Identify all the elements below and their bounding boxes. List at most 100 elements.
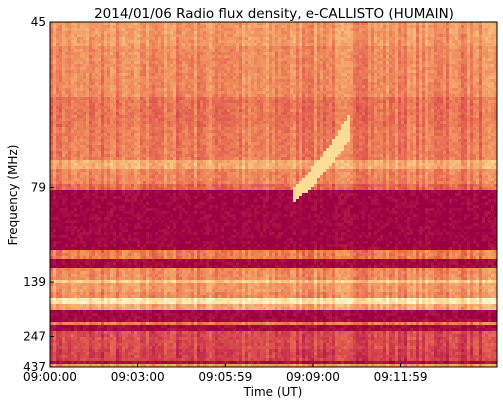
- spectrogram-row: [50, 286, 497, 289]
- spectrogram-row: [50, 364, 497, 367]
- spectrogram-row: [50, 307, 497, 310]
- spectrogram-row: [50, 355, 497, 358]
- spectrogram-row: [50, 166, 497, 169]
- spectrogram-row: [50, 310, 497, 313]
- spectrogram-row: [50, 241, 497, 244]
- spectrogram-row: [50, 82, 497, 85]
- spectrogram-row: [50, 331, 497, 334]
- spectrogram-row: [50, 136, 497, 139]
- spectrogram-row: [50, 352, 497, 355]
- spectrogram-row: [50, 40, 497, 43]
- spectrogram-row: [50, 202, 497, 205]
- spectrogram-row: [50, 244, 497, 247]
- spectrogram-row: [50, 319, 497, 322]
- spectrogram-row: [50, 139, 497, 142]
- spectrogram-row: [50, 79, 497, 82]
- spectrogram-row: [50, 58, 497, 61]
- spectrogram-row: [50, 148, 497, 151]
- spectrogram-row: [50, 349, 497, 352]
- spectrogram-row: [50, 22, 497, 25]
- spectrogram-row: [50, 232, 497, 235]
- spectrogram-row: [50, 205, 497, 208]
- spectrogram-row: [50, 109, 497, 112]
- spectrogram-row: [50, 163, 497, 166]
- spectrogram-row: [50, 223, 497, 226]
- x-axis-label: Time (UT): [243, 385, 303, 399]
- spectrogram-row: [50, 52, 497, 55]
- x-tick-label: 09:03:00: [111, 370, 165, 384]
- x-tick-label: 09:11:59: [374, 370, 428, 384]
- spectrogram-row: [50, 157, 497, 160]
- spectrogram-row: [50, 262, 497, 265]
- spectrogram-row: [50, 91, 497, 94]
- spectrogram-row: [50, 193, 497, 196]
- spectrogram-row: [50, 208, 497, 211]
- spectrogram-row: [50, 160, 497, 163]
- spectrogram-row: [50, 175, 497, 178]
- spectrogram-row: [50, 55, 497, 58]
- chart-title: 2014/01/06 Radio flux density, e-CALLIST…: [94, 6, 454, 22]
- spectrogram-row: [50, 265, 497, 268]
- y-tick-label: 437: [23, 360, 46, 374]
- spectrogram-row: [50, 46, 497, 49]
- spectrogram-row: [50, 142, 497, 145]
- spectrogram-row: [50, 277, 497, 280]
- spectrogram-row: [50, 268, 497, 271]
- x-tick-label: 09:09:00: [286, 370, 340, 384]
- spectrogram-row: [50, 31, 497, 34]
- spectrogram-row: [50, 199, 497, 202]
- y-tick-label: 247: [23, 330, 46, 344]
- spectrogram-row: [50, 217, 497, 220]
- spectrogram-row: [50, 97, 497, 100]
- spectrogram-row: [50, 28, 497, 31]
- spectrogram-row: [50, 133, 497, 136]
- spectrogram-row: [50, 340, 497, 343]
- spectrogram-row: [50, 127, 497, 130]
- spectrogram-row: [50, 235, 497, 238]
- spectrogram-row: [50, 124, 497, 127]
- spectrogram-row: [50, 34, 497, 37]
- spectrogram-row: [50, 334, 497, 337]
- spectrogram-row: [50, 280, 497, 283]
- spectrogram-row: [50, 100, 497, 103]
- spectrogram-row: [50, 130, 497, 133]
- spectrogram-row: [50, 190, 497, 193]
- spectrogram-row: [50, 49, 497, 52]
- spectrogram-row: [50, 256, 497, 259]
- spectrogram-row: [50, 313, 497, 316]
- spectrogram-row: [50, 295, 497, 298]
- spectrogram-row: [50, 88, 497, 91]
- spectrogram-row: [50, 67, 497, 70]
- spectrogram-row: [50, 346, 497, 349]
- spectrogram-row: [50, 322, 497, 325]
- axes: 09:00:00 09:03:00 09:05:59 09:09:00 09:11:59…: [23, 15, 498, 384]
- spectrogram-row: [50, 121, 497, 124]
- spectrogram-row: [50, 229, 497, 232]
- spectrogram-row: [50, 64, 497, 67]
- spectrogram-row: [50, 43, 497, 46]
- spectrogram-row: [50, 106, 497, 109]
- spectrogram-row: [50, 61, 497, 64]
- spectrogram-row: [50, 196, 497, 199]
- spectrogram-row: [50, 145, 497, 148]
- x-tick-label: 09:05:59: [198, 370, 252, 384]
- spectrogram-row: [50, 361, 497, 364]
- spectrogram-row: [50, 301, 497, 304]
- spectrogram-row: [50, 298, 497, 301]
- spectrogram-row: [50, 253, 497, 256]
- spectrogram-row: [50, 184, 497, 187]
- y-axis-label: Frequency (MHz): [6, 145, 20, 246]
- spectrogram-row: [50, 172, 497, 175]
- spectrogram-row: [50, 316, 497, 319]
- spectrogram-row: [50, 289, 497, 292]
- spectrogram-row: [50, 112, 497, 115]
- spectrogram-row: [50, 247, 497, 250]
- y-tick-label: 45: [31, 15, 46, 29]
- plot-frame: [49, 21, 498, 368]
- spectrogram-row: [50, 304, 497, 307]
- spectrogram-row: [50, 154, 497, 157]
- spectrogram-row: [50, 337, 497, 340]
- spectrogram-row: [50, 274, 497, 277]
- spectrogram-row: [50, 151, 497, 154]
